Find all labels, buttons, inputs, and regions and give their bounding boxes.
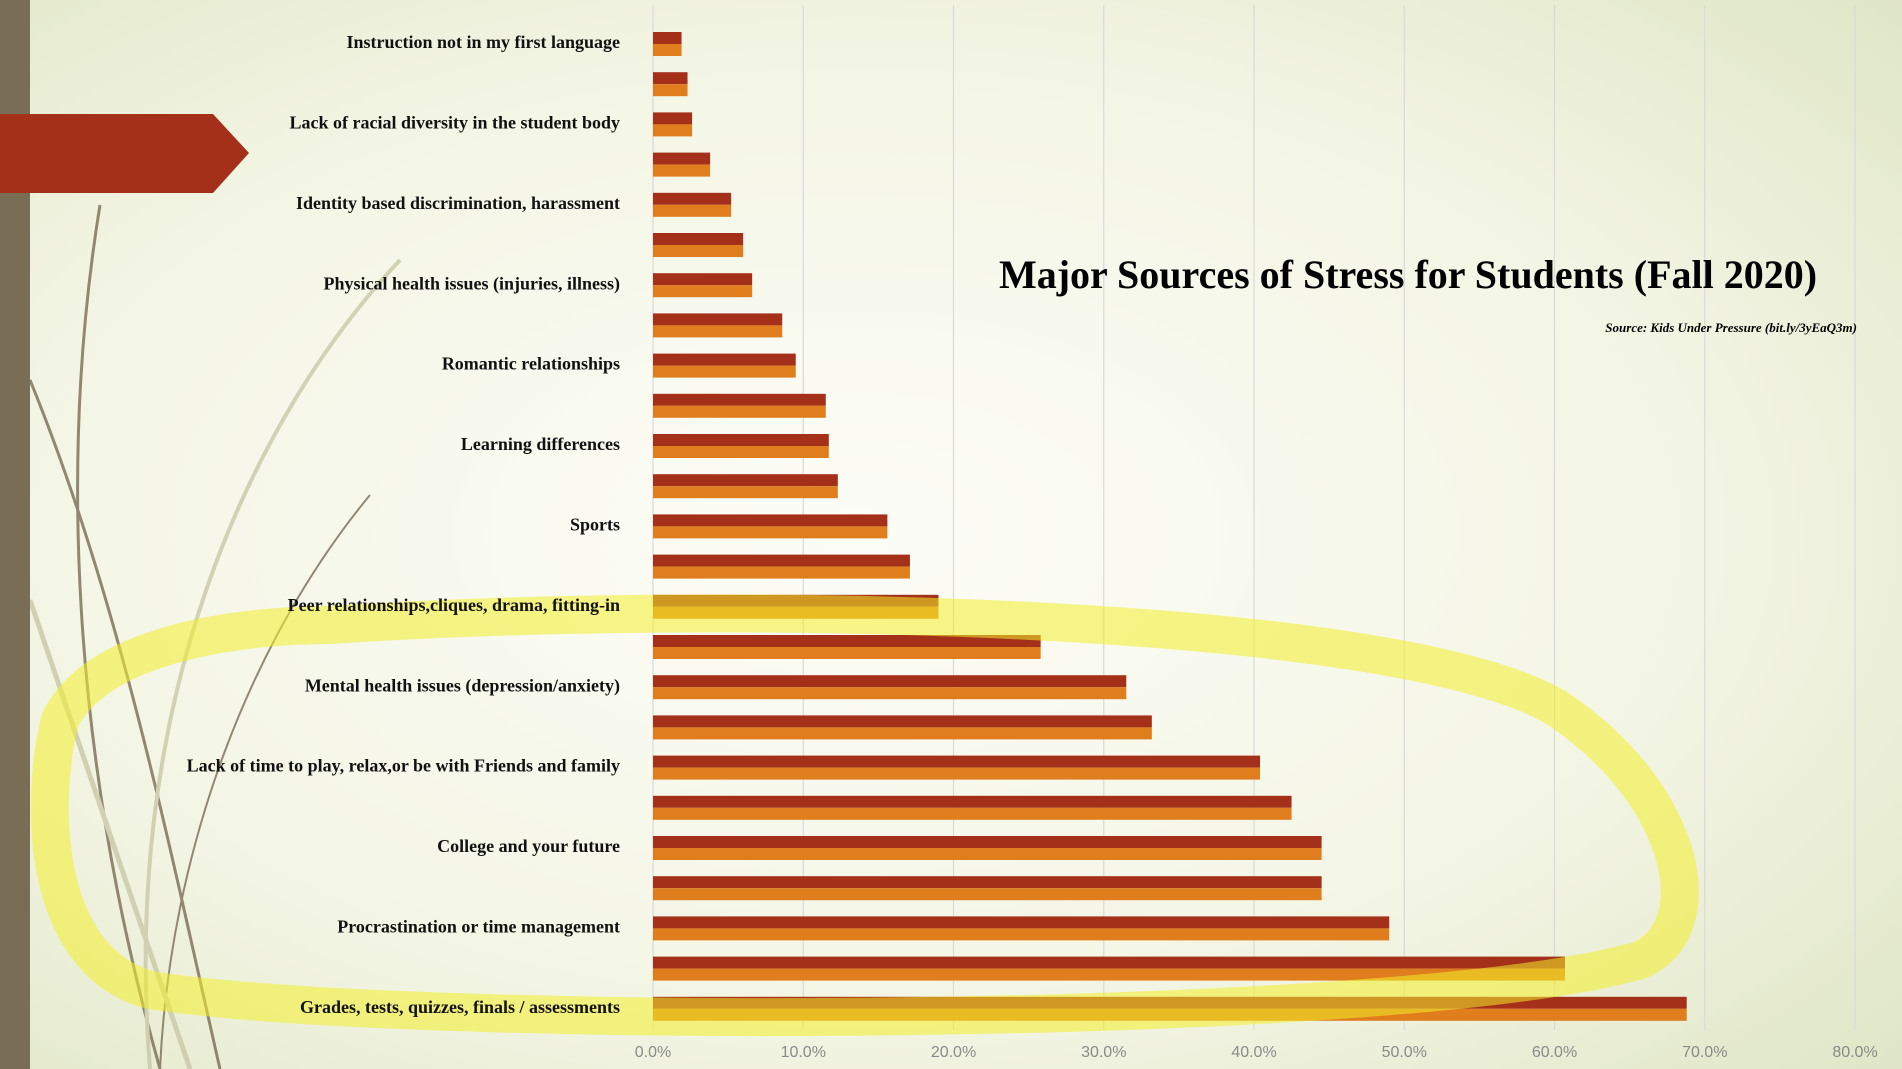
bar xyxy=(653,848,1322,860)
y-tick-label: Grades, tests, quizzes, finals / assessm… xyxy=(300,997,620,1017)
x-tick-label: 40.0% xyxy=(1231,1044,1276,1061)
bar xyxy=(653,32,682,44)
arrow-banner xyxy=(0,114,249,193)
chart: Major Sources of Stress for Students (Fa… xyxy=(0,0,1902,1069)
bar xyxy=(653,836,1322,848)
bar xyxy=(653,72,688,84)
y-tick-label: Sports xyxy=(570,515,620,535)
bar xyxy=(653,715,1152,727)
bar xyxy=(653,285,752,297)
bar xyxy=(653,44,682,56)
bar xyxy=(653,796,1292,808)
bar xyxy=(653,756,1260,768)
bar xyxy=(653,514,887,526)
bar xyxy=(653,153,710,165)
page: Major Sources of Stress for Students (Fa… xyxy=(0,0,1902,1069)
bar xyxy=(653,313,782,325)
x-tick-label: 30.0% xyxy=(1081,1044,1126,1061)
bar xyxy=(653,486,838,498)
y-tick-label: Learning differences xyxy=(461,434,620,454)
y-tick-label: Lack of time to play, relax,or be with F… xyxy=(187,756,620,776)
bar xyxy=(653,928,1389,940)
y-tick-label: Physical health issues (injuries, illnes… xyxy=(323,273,620,294)
bar xyxy=(653,124,692,136)
bar xyxy=(653,233,743,245)
bar xyxy=(653,366,796,378)
x-tick-label: 50.0% xyxy=(1382,1044,1427,1061)
bar xyxy=(653,273,752,285)
bar xyxy=(653,205,731,217)
y-tick-label: College and your future xyxy=(437,836,620,856)
bar xyxy=(653,808,1292,820)
bar xyxy=(653,768,1260,780)
bar xyxy=(653,555,910,567)
bar xyxy=(653,84,688,96)
bar xyxy=(653,165,710,177)
bar xyxy=(653,647,1041,659)
chart-title: Major Sources of Stress for Students (Fa… xyxy=(999,252,1817,297)
y-tick-label: Identity based discrimination, harassmen… xyxy=(296,193,620,213)
chart-subtitle: Source: Kids Under Pressure (bit.ly/3yEa… xyxy=(1605,320,1857,335)
bar xyxy=(653,567,910,579)
x-tick-label: 10.0% xyxy=(781,1044,826,1061)
y-tick-label: Instruction not in my first language xyxy=(346,32,620,52)
x-tick-label: 70.0% xyxy=(1682,1044,1727,1061)
bar xyxy=(653,434,829,446)
bar xyxy=(653,354,796,366)
background xyxy=(0,0,1902,1069)
bar xyxy=(653,675,1126,687)
bar xyxy=(653,727,1152,739)
bar xyxy=(653,474,838,486)
bar xyxy=(653,957,1565,969)
x-tick-label: 20.0% xyxy=(931,1044,976,1061)
bar xyxy=(653,916,1389,928)
bar xyxy=(653,446,829,458)
bar xyxy=(653,245,743,257)
bar xyxy=(653,325,782,337)
bar xyxy=(653,394,826,406)
y-tick-label: Peer relationships,cliques, drama, fitti… xyxy=(288,595,620,615)
x-tick-label: 0.0% xyxy=(635,1044,671,1061)
y-tick-label: Mental health issues (depression/anxiety… xyxy=(305,675,620,696)
x-tick-label: 80.0% xyxy=(1832,1044,1877,1061)
bar xyxy=(653,687,1126,699)
bar xyxy=(653,406,826,418)
bar xyxy=(653,526,887,538)
bar xyxy=(653,876,1322,888)
y-tick-label: Procrastination or time management xyxy=(337,917,620,937)
y-tick-label: Romantic relationships xyxy=(442,354,620,374)
bar xyxy=(653,112,692,124)
bar xyxy=(653,888,1322,900)
x-tick-label: 60.0% xyxy=(1532,1044,1577,1061)
y-tick-label: Lack of racial diversity in the student … xyxy=(289,113,620,133)
bar xyxy=(653,193,731,205)
